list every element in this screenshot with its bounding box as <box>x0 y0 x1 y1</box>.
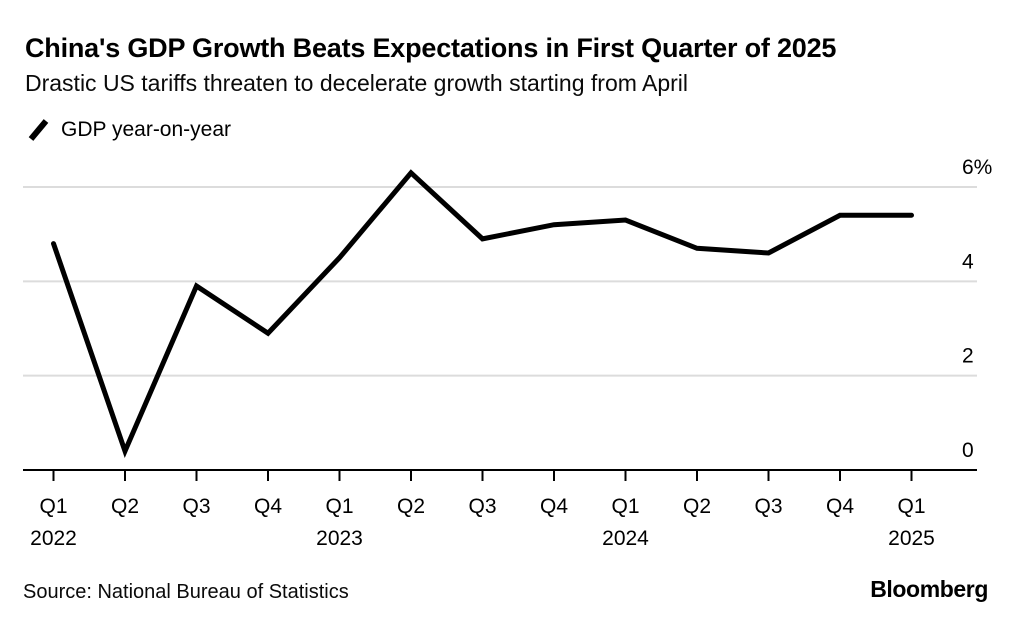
x-tick-label: Q1 <box>325 495 353 518</box>
y-tick-label: 0 <box>962 439 974 462</box>
x-tick-label: Q2 <box>683 495 711 518</box>
year-label: 2022 <box>30 527 77 550</box>
y-tick-label: 4 <box>962 250 974 273</box>
x-tick-label: Q2 <box>111 495 139 518</box>
gdp-line <box>51 169 914 459</box>
chart-title: China's GDP Growth Beats Expectations in… <box>25 33 837 63</box>
x-tick-label: Q1 <box>39 495 67 518</box>
chart-subtitle: Drastic US tariffs threaten to decelerat… <box>25 70 689 96</box>
x-tick-label: Q3 <box>754 495 782 518</box>
y-tick-label: 6% <box>962 156 992 179</box>
legend: GDP year-on-year <box>27 118 231 142</box>
year-label: 2025 <box>888 527 935 550</box>
x-tick-label: Q4 <box>826 495 854 518</box>
x-tick-label: Q3 <box>182 495 210 518</box>
source-note: Source: National Bureau of Statistics <box>23 581 349 603</box>
x-tick-label: Q2 <box>397 495 425 518</box>
x-tick-label: Q1 <box>611 495 639 518</box>
x-tick-label: Q3 <box>468 495 496 518</box>
x-tick-label: Q1 <box>897 495 925 518</box>
x-tick-label: Q4 <box>540 495 568 518</box>
y-tick-label: 2 <box>962 345 974 368</box>
year-label: 2024 <box>602 527 649 550</box>
legend-label: GDP year-on-year <box>61 118 232 141</box>
bloomberg-logo: Bloomberg <box>870 576 988 602</box>
x-tick-label: Q4 <box>254 495 282 518</box>
line-series-icon <box>28 119 49 141</box>
year-label: 2023 <box>316 527 363 550</box>
